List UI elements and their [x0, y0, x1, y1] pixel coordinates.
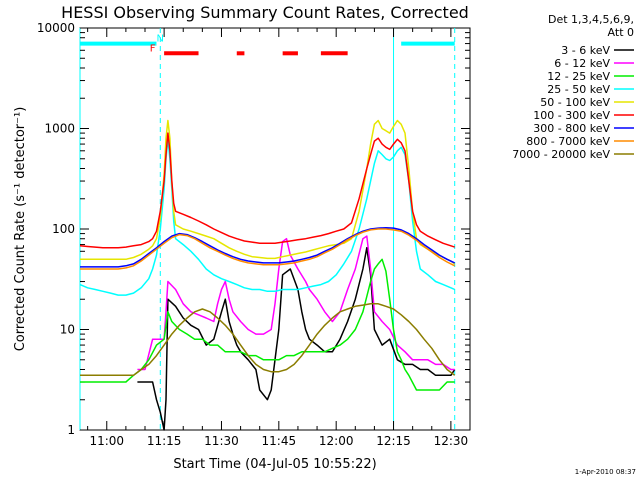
legend-header-line-1: Det 1,3,4,5,6,9,	[548, 13, 634, 26]
series-line-7	[80, 228, 456, 270]
flare-track-label: F	[150, 43, 156, 54]
y-tick-label: 1	[67, 423, 75, 437]
x-tick-label: 12:00	[319, 434, 354, 448]
series-line-0	[137, 247, 456, 431]
series-line-3	[79, 138, 456, 296]
legend-label: 7000 - 20000 keV	[512, 148, 610, 161]
legend-label: 800 - 7000 keV	[526, 135, 610, 148]
x-tick-label: 11:45	[262, 434, 297, 448]
status-tracks: NF	[80, 34, 455, 56]
legend-label: 300 - 800 keV	[533, 122, 610, 135]
x-tick-label: 12:30	[434, 434, 469, 448]
series-line-6	[80, 226, 456, 268]
x-tick-label: 11:30	[204, 434, 239, 448]
timestamp: 1-Apr-2010 08:37	[575, 468, 636, 476]
legend-label: 50 - 100 keV	[540, 96, 610, 109]
y-axis-label: Corrected Count Rate (s⁻¹ detector⁻¹)	[13, 107, 28, 352]
legend-label: 12 - 25 keV	[547, 70, 610, 83]
x-tick-label: 12:15	[376, 434, 411, 448]
attenuator-track-label: N	[157, 34, 164, 45]
legend-label: 25 - 50 keV	[547, 83, 610, 96]
series-lines	[79, 119, 456, 431]
series-line-2	[80, 258, 455, 391]
y-tick-label: 1000	[44, 122, 75, 136]
series-line-4	[80, 119, 456, 265]
chart-title: HESSI Observing Summary Count Rates, Cor…	[61, 3, 469, 22]
x-axis-label: Start Time (04-Jul-05 10:55:22)	[173, 457, 376, 472]
y-tick-label: 10	[60, 323, 75, 337]
x-axis-ticks: 11:00 11:15 11:30 11:45 12:00 12:15 12:30	[87, 28, 471, 448]
series-line-8	[80, 303, 456, 377]
x-tick-label: 11:00	[89, 434, 124, 448]
series-line-1	[137, 235, 455, 371]
y-tick-label: 10000	[37, 21, 75, 35]
legend-label: 100 - 300 keV	[533, 109, 610, 122]
legend-header-line-2: Att 0	[608, 26, 634, 39]
y-tick-label: 100	[52, 222, 75, 236]
legend-label: 6 - 12 keV	[554, 57, 610, 70]
legend-label: 3 - 6 keV	[561, 44, 610, 57]
series-line-5	[79, 132, 455, 249]
x-tick-label: 11:15	[147, 434, 182, 448]
